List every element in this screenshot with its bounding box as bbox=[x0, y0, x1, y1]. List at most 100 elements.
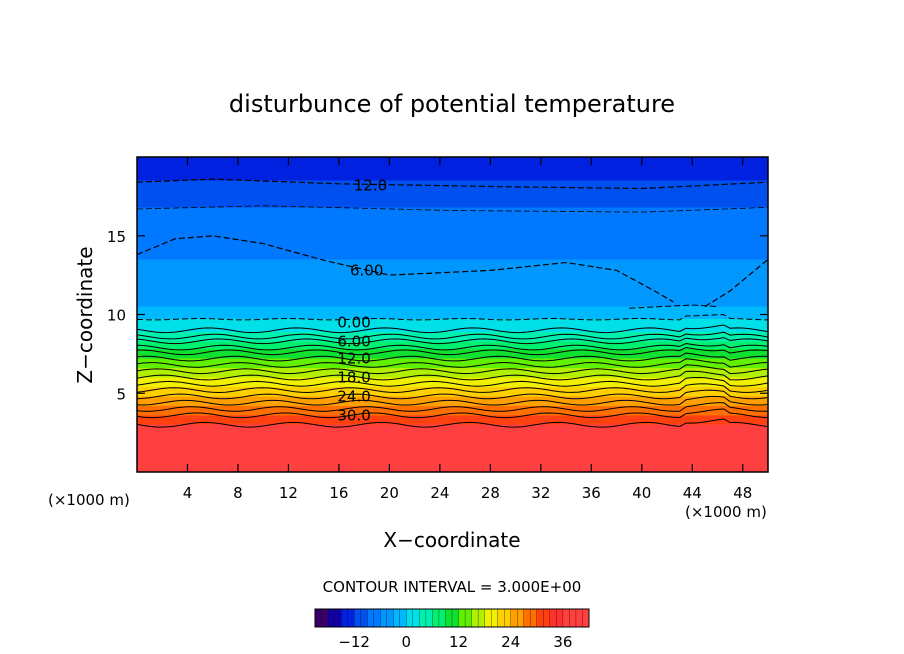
contour-line bbox=[137, 178, 768, 190]
contour-line bbox=[137, 205, 768, 213]
colorbar-swatch bbox=[340, 608, 349, 628]
colorbar-swatch bbox=[543, 608, 551, 628]
x-tick-label: 24 bbox=[430, 484, 449, 502]
colorbar-swatch bbox=[536, 608, 544, 628]
colorbar-swatch bbox=[464, 608, 473, 628]
contour-line bbox=[137, 342, 768, 351]
y-tick-label: 10 bbox=[107, 307, 126, 325]
x-tick-label: 28 bbox=[481, 484, 500, 502]
colorbar-swatch bbox=[451, 608, 459, 628]
colorbar-tick-label: −12 bbox=[338, 633, 370, 651]
contour-line bbox=[137, 337, 768, 345]
contour-lines bbox=[137, 178, 768, 428]
colorbar-swatch bbox=[373, 608, 381, 628]
colorbar-swatch bbox=[569, 608, 577, 628]
x-tick-label: 44 bbox=[683, 484, 702, 502]
contour-line bbox=[137, 346, 768, 356]
colorbar-swatch bbox=[367, 608, 375, 628]
x-axis: 4 8 12 16 20 24 28 32 36 40 44 48 bbox=[183, 157, 752, 502]
contour-line bbox=[704, 258, 768, 308]
colorbar-swatch bbox=[490, 608, 499, 628]
chart-title: disturbunce of potential temperature bbox=[229, 90, 675, 118]
contour-label: 30.0 bbox=[337, 406, 370, 424]
colorbar-swatch bbox=[497, 608, 505, 628]
colorbar-swatch bbox=[353, 608, 362, 628]
colorbar-swatch bbox=[445, 608, 453, 628]
contour-line bbox=[137, 383, 768, 394]
contour-line bbox=[137, 395, 768, 406]
field-fill bbox=[137, 157, 768, 472]
colorbar-swatch bbox=[425, 608, 433, 628]
x-unit-left: (×1000 m) bbox=[48, 491, 130, 509]
colorbar: −12 0 12 24 36 bbox=[314, 608, 590, 651]
colorbar-tick-label: 12 bbox=[449, 633, 468, 651]
colorbar-tick-label: 0 bbox=[402, 633, 412, 651]
colorbar-swatch bbox=[386, 608, 394, 628]
x-tick-label: 20 bbox=[380, 484, 399, 502]
x-tick-label: 36 bbox=[582, 484, 601, 502]
colorbar-tick-label: 24 bbox=[501, 633, 520, 651]
colorbar-swatch bbox=[504, 608, 512, 628]
contour-label: 12.0 bbox=[337, 350, 370, 368]
contour-line bbox=[137, 331, 768, 340]
colorbar-swatch bbox=[484, 608, 492, 628]
x-tick-label: 32 bbox=[531, 484, 550, 502]
y-tick-label: 15 bbox=[107, 228, 126, 246]
colorbar-swatch bbox=[432, 608, 440, 628]
contour-line bbox=[137, 376, 768, 387]
colorbar-swatch bbox=[530, 608, 538, 628]
contour-line bbox=[629, 304, 718, 309]
contour-label: 6.00 bbox=[337, 332, 370, 350]
colorbar-swatch bbox=[380, 608, 388, 628]
colorbar-frame bbox=[314, 608, 590, 628]
x-tick-label: 16 bbox=[329, 484, 348, 502]
colorbar-swatch bbox=[438, 608, 446, 628]
colorbar-tick-label: 36 bbox=[553, 633, 572, 651]
colorbar-swatch bbox=[334, 608, 342, 628]
colorbar-swatch bbox=[327, 608, 336, 628]
contour-label: 12.0 bbox=[354, 176, 387, 194]
x-tick-label: 48 bbox=[733, 484, 752, 502]
colorbar-swatch bbox=[477, 608, 486, 628]
colorbar-swatch bbox=[549, 608, 557, 628]
contour-line bbox=[137, 314, 768, 321]
x-unit-right: (×1000 m) bbox=[685, 503, 767, 521]
colorbar-swatch bbox=[419, 608, 427, 628]
colorbar-swatch bbox=[412, 608, 420, 628]
x-tick-label: 12 bbox=[279, 484, 298, 502]
contour-line bbox=[137, 402, 768, 412]
colorbar-swatch bbox=[582, 608, 590, 628]
colorbar-swatch bbox=[458, 608, 466, 628]
contour-label: 0.00 bbox=[337, 313, 370, 331]
colorbar-swatch bbox=[517, 608, 525, 628]
contour-line bbox=[137, 408, 768, 419]
contour-line bbox=[137, 389, 768, 400]
colorbar-swatch bbox=[471, 608, 479, 628]
contour-label: 18.0 bbox=[337, 369, 370, 387]
colorbar-swatch bbox=[393, 608, 401, 628]
colorbar-swatch bbox=[523, 608, 531, 628]
contour-interval-label: CONTOUR INTERVAL = 3.000E+00 bbox=[323, 578, 582, 596]
y-axis-label: Z−coordinate bbox=[73, 246, 97, 383]
colorbar-swatch bbox=[360, 608, 368, 628]
colorbar-swatch bbox=[575, 608, 583, 628]
colorbar-swatch bbox=[556, 608, 564, 628]
y-tick-label: 5 bbox=[116, 385, 126, 403]
colorbar-swatch bbox=[510, 608, 518, 628]
contour-line bbox=[137, 324, 768, 334]
colorbar-swatch bbox=[347, 608, 355, 628]
x-axis-label: X−coordinate bbox=[383, 528, 520, 552]
contour-line bbox=[137, 358, 768, 368]
x-tick-label: 4 bbox=[183, 484, 193, 502]
colorbar-swatch bbox=[314, 608, 322, 628]
contour-line bbox=[137, 418, 768, 428]
contour-line bbox=[137, 370, 768, 381]
contour-line bbox=[137, 235, 674, 303]
contour-label: 24.0 bbox=[337, 387, 370, 405]
colorbar-swatch bbox=[562, 608, 570, 628]
colorbar-swatch bbox=[321, 608, 329, 628]
x-tick-label: 8 bbox=[233, 484, 243, 502]
